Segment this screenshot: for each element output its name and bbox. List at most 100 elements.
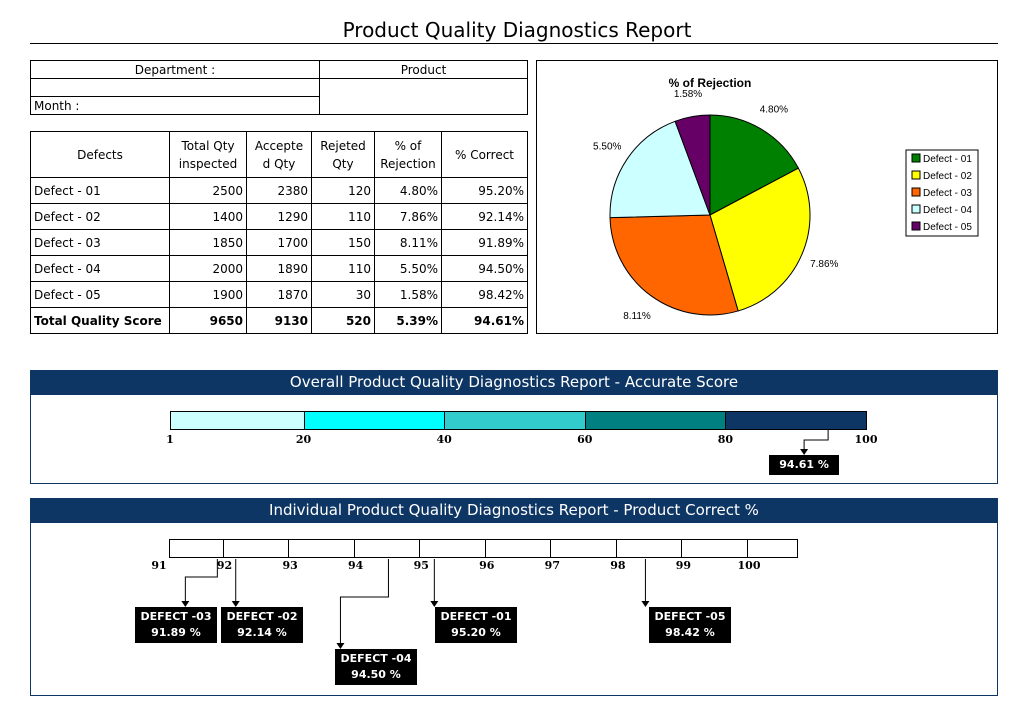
header-rejected-qty: Rejeted Qty: [311, 131, 375, 178]
legend-label: Defect - 01: [923, 154, 972, 165]
table-cell: 110: [311, 203, 375, 230]
defects-table: Defects Total Qty inspected Accepte d Qt…: [30, 131, 528, 334]
scale-tick-label: 96: [479, 559, 495, 572]
rejection-pie-chart: % of Rejection 4.80% 7.86% 8.11% 5.50% 1.58%…: [536, 60, 998, 334]
scale-cell: [747, 539, 798, 558]
table-cell: 1900: [169, 281, 247, 308]
defect-callout: DEFECT -03 91.89 %: [135, 607, 217, 643]
table-cell: 30: [311, 281, 375, 308]
connector-line: [339, 559, 389, 645]
table-cell: 4.80%: [374, 177, 442, 204]
pie-slice: [709, 114, 800, 216]
overall-score-callout: 94.61 %: [769, 455, 840, 475]
pie-data-label: 8.11%: [623, 311, 651, 322]
scale-tick-label: 98: [610, 559, 626, 572]
callout-defect-name: DEFECT -05: [654, 610, 726, 623]
arrow-head: [181, 601, 190, 607]
scale-tick-label: 99: [675, 559, 692, 572]
department-value[interactable]: [30, 78, 320, 97]
callout-defect-name: DEFECT -03: [140, 610, 212, 623]
pie-slice: [709, 167, 811, 312]
callout-value: 91.89 %: [151, 626, 201, 639]
connector-line: [803, 430, 829, 451]
scale-tick-label: 100: [737, 559, 761, 572]
pie-data-label: 7.86%: [810, 259, 838, 270]
defect-name-cell: Defect - 04: [30, 255, 170, 282]
arrow-head: [800, 449, 809, 455]
pie-slice: [674, 114, 711, 216]
arrow-head: [336, 643, 345, 649]
table-cell: 5.50%: [374, 255, 442, 282]
table-cell: 2000: [169, 255, 247, 282]
scale-tick-label: 60: [577, 433, 593, 446]
pie-chart-svg: % of Rejection 4.80% 7.86% 8.11% 5.50% 1.58%…: [593, 76, 979, 322]
legend-label: Defect - 05: [923, 222, 972, 233]
table-cell: 95.20%: [441, 177, 528, 204]
score-band-segment: [725, 411, 867, 430]
callout-connectors: [181, 559, 650, 649]
connector-line: [184, 559, 218, 603]
pie-slice: [609, 120, 711, 219]
table-cell: 8.11%: [374, 229, 442, 256]
legend-swatch: [911, 170, 921, 180]
callout-value: 92.14 %: [237, 626, 287, 639]
defect-callout: DEFECT -01 95.20 %: [435, 607, 517, 643]
individual-banner: Individual Product Quality Diagnostics R…: [30, 498, 998, 522]
defect-callout: DEFECT -05 98.42 %: [649, 607, 731, 643]
table-cell: 1870: [246, 281, 312, 308]
legend-swatch: [911, 221, 921, 231]
scale-tick-label: 80: [717, 433, 734, 446]
scale-tick-label: 93: [282, 559, 298, 572]
overall-scale: 1 20 40 60 80 100 94.61 %: [166, 411, 877, 491]
table-cell: 2500: [169, 177, 247, 204]
callout-defect-name: DEFECT -01: [440, 610, 512, 623]
defect-callout: DEFECT -02 92.14 %: [221, 607, 303, 643]
scale-tick-label: 40: [436, 433, 452, 446]
total-label: Total Quality Score: [30, 307, 170, 334]
table-cell: 1290: [246, 203, 312, 230]
department-label: Department :: [30, 60, 320, 79]
arrow-head: [430, 601, 439, 607]
defect-name-cell: Defect - 01: [30, 177, 170, 204]
overall-panel: 1 20 40 60 80 100 94.61 %: [30, 394, 998, 484]
scale-tick-label: 92: [216, 559, 233, 572]
table-cell: 2380: [246, 177, 312, 204]
product-value[interactable]: [319, 78, 528, 115]
pie-data-label: 4.80%: [760, 105, 788, 116]
legend-label: Defect - 03: [923, 188, 972, 199]
scale-tick-label: 1: [166, 433, 174, 446]
chart-title: % of Rejection: [669, 76, 752, 90]
total-cell: 5.39%: [374, 307, 442, 334]
table-row: Defect - 04 2000 1890 110 5.50% 94.50%: [30, 255, 528, 282]
defect-name-cell: Defect - 05: [30, 281, 170, 308]
individual-scale: 91 92 93 94 95 96 97 98 99 100 DEFECT -03 91.89 % DE…: [31, 523, 997, 695]
overall-banner: Overall Product Quality Diagnostics Repo…: [30, 370, 998, 394]
table-cell: 7.86%: [374, 203, 442, 230]
score-connector: [800, 430, 829, 455]
table-cell: 98.42%: [441, 281, 528, 308]
pie-data-label: 5.50%: [593, 142, 621, 153]
header-rejection-pct: % of Rejection: [374, 131, 442, 178]
callout-defect-name: DEFECT -04: [340, 652, 412, 665]
callout-defect-name: DEFECT -02: [226, 610, 298, 623]
table-row: Defect - 01 2500 2380 120 4.80% 95.20%: [30, 177, 528, 204]
table-cell: 1700: [246, 229, 312, 256]
individual-panel: 91 92 93 94 95 96 97 98 99 100 DEFECT -03 91.89 % DE…: [30, 522, 998, 696]
total-cell: 520: [311, 307, 375, 334]
legend-swatch: [911, 153, 921, 163]
scale-tick-label: 97: [544, 559, 560, 572]
header-total-qty: Total Qty inspected: [169, 131, 247, 178]
scale-tick-label: 95: [413, 559, 429, 572]
table-cell: 110: [311, 255, 375, 282]
table-row: Defect - 05 1900 1870 30 1.58% 98.42%: [30, 281, 528, 308]
scale-tick-label: 91: [151, 559, 167, 572]
table-cell: 91.89%: [441, 229, 528, 256]
total-cell: 9650: [169, 307, 247, 334]
defect-callout: DEFECT -04 94.50 %: [335, 649, 417, 685]
info-table: Department : Product Month :: [30, 60, 528, 115]
pie-slice: [609, 214, 739, 316]
pie-data-label: 1.58%: [674, 89, 702, 100]
arrow-head: [641, 601, 650, 607]
scale-tick-label: 100: [854, 433, 878, 446]
table-cell: 120: [311, 177, 375, 204]
